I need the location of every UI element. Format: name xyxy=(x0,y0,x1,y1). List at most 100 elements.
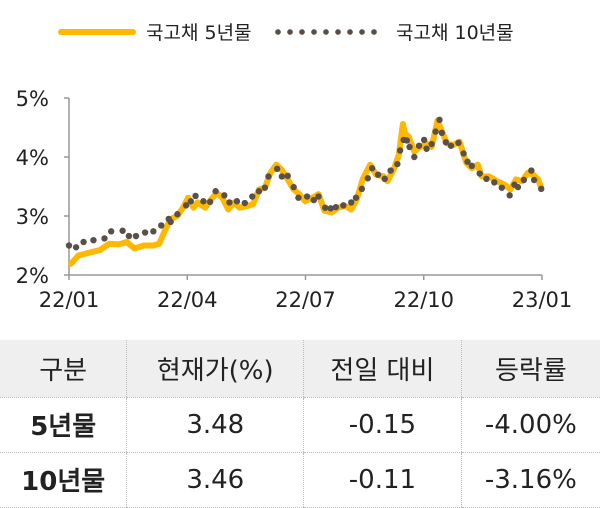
table-row: 5년물 3.48 -0.15 -4.00% xyxy=(0,397,600,453)
series-dot-10y xyxy=(141,229,149,236)
series-dot-10y xyxy=(358,185,366,193)
legend-dots-swatch xyxy=(272,28,382,36)
series-dot-10y xyxy=(428,140,435,148)
cell-change: -0.15 xyxy=(303,397,462,453)
y-tick-label: 4% xyxy=(16,146,49,170)
series-dot-10y xyxy=(167,218,174,226)
series-dot-10y xyxy=(420,136,428,144)
series-dot-10y xyxy=(340,202,347,209)
y-tick-label: 3% xyxy=(16,205,49,229)
series-dot-10y xyxy=(468,162,476,170)
series-dot-10y xyxy=(119,227,126,234)
y-tick-label: 2% xyxy=(16,264,49,288)
cell-change: -0.11 xyxy=(303,452,462,508)
series-dot-10y xyxy=(150,228,157,235)
series-dot-10y xyxy=(406,143,413,151)
series-dot-10y xyxy=(261,184,269,191)
header-change: 전일 대비 xyxy=(303,340,462,398)
series-dot-10y xyxy=(476,170,483,177)
x-tick-label: 22/04 xyxy=(157,288,218,312)
x-tick-label: 22/10 xyxy=(393,288,454,312)
series-dot-10y xyxy=(255,188,263,195)
series-dot-10y xyxy=(132,232,140,240)
series-dot-10y xyxy=(221,192,228,199)
series-dot-10y xyxy=(273,165,281,172)
series-dot-10y xyxy=(498,184,505,191)
series-dot-10y xyxy=(368,165,376,172)
x-tick-label: 23/01 xyxy=(512,288,573,312)
series-dot-10y xyxy=(491,179,498,186)
series-dot-10y xyxy=(233,198,241,205)
series-dot-10y xyxy=(65,242,73,249)
series-dot-10y xyxy=(187,198,194,205)
header-current: 현재가(%) xyxy=(126,340,304,398)
series-dot-10y xyxy=(249,193,256,200)
series-dot-10y xyxy=(530,176,538,184)
series-dot-10y xyxy=(303,193,311,200)
series-dot-10y xyxy=(442,139,450,146)
series-dot-10y xyxy=(438,129,446,137)
series-dot-10y xyxy=(520,176,528,184)
cell-current: 3.46 xyxy=(126,452,304,508)
series-dot-10y xyxy=(528,167,535,174)
series-dot-10y xyxy=(460,150,467,157)
series-dot-10y xyxy=(125,232,133,240)
series-dot-10y xyxy=(455,139,462,147)
series-dot-10y xyxy=(436,116,443,124)
series-dot-10y xyxy=(310,196,317,204)
series-dot-10y xyxy=(352,194,360,201)
y-tick-label: 5% xyxy=(16,87,49,111)
series-line-5y xyxy=(67,117,545,267)
legend-label-10y: 국고채 10년물 xyxy=(396,22,514,44)
table-header-row: 구분 현재가(%) 전일 대비 등락률 xyxy=(0,340,600,398)
series-dot-10y xyxy=(278,173,286,180)
series-dot-10y xyxy=(432,128,439,135)
legend-line-swatch xyxy=(58,29,136,35)
series-dot-10y xyxy=(212,188,219,195)
series-dot-10y xyxy=(241,199,248,207)
series-dot-10y xyxy=(200,198,207,205)
series-dot-10y xyxy=(464,158,471,165)
series-dot-10y xyxy=(182,202,190,209)
series-dot-10y xyxy=(364,175,371,182)
cell-rate: -3.16% xyxy=(460,452,600,508)
x-tick-label: 22/07 xyxy=(275,288,336,312)
series-dot-10y xyxy=(265,173,272,180)
series-dot-10y xyxy=(90,236,97,244)
cell-rate: -4.00% xyxy=(460,397,600,453)
series-dot-10y xyxy=(174,211,181,218)
series-dot-10y xyxy=(332,203,340,211)
series-dot-10y xyxy=(206,198,214,206)
series-dot-10y xyxy=(295,194,302,201)
header-rate: 등락률 xyxy=(460,340,600,398)
series-dot-10y xyxy=(387,167,394,174)
series-dot-10y xyxy=(80,238,87,246)
header-category: 구분 xyxy=(0,340,127,398)
cell-name: 5년물 xyxy=(0,397,127,453)
series-dot-10y xyxy=(506,192,513,199)
series-dot-10y xyxy=(538,185,545,193)
series-dot-10y xyxy=(394,160,401,168)
legend-label-5y: 국고채 5년물 xyxy=(146,22,252,44)
series-dot-10y xyxy=(374,171,382,178)
series-dot-10y xyxy=(447,142,455,149)
cell-current: 3.48 xyxy=(126,397,304,453)
series-dot-10y xyxy=(415,142,423,149)
table-row: 10년물 3.46 -0.11 -3.16% xyxy=(0,452,600,508)
series-dot-10y xyxy=(192,192,199,200)
yield-chart: 2% 3% 4% 5% 22/01 22/04 22/07 22/10 23/01 xyxy=(16,87,573,312)
cell-name: 10년물 xyxy=(0,452,127,508)
series-dot-10y xyxy=(396,147,404,154)
series-dot-10y xyxy=(290,183,297,191)
series-dot-10y xyxy=(514,183,522,191)
series-dot-10y xyxy=(327,205,334,212)
series-dot-10y xyxy=(158,222,165,229)
series-dot-10y xyxy=(348,199,355,206)
series-dot-10y xyxy=(423,145,430,152)
series-dot-10y xyxy=(315,193,322,200)
series-dot-10y xyxy=(403,137,411,144)
series-dot-10y xyxy=(284,172,291,180)
series-dot-10y xyxy=(107,228,115,235)
series-dot-10y xyxy=(411,153,418,161)
series-dot-10y xyxy=(101,235,108,242)
